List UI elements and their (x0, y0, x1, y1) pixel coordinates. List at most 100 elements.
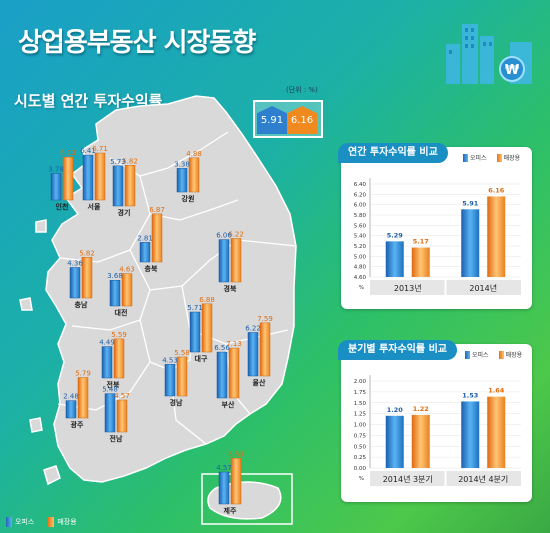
bar-retail-부산 (228, 347, 240, 399)
region-label-충남: 충남 (75, 300, 88, 309)
region-label-경기: 경기 (118, 208, 131, 217)
value-retail-2014년: 6.16 (488, 186, 505, 194)
y-unit-label: % (359, 285, 364, 291)
category-label: 2014년 (469, 283, 497, 293)
bar-retail-경북 (230, 238, 242, 283)
map-legend-office-label: 오피스 (15, 518, 35, 526)
value-retail-2013년: 5.17 (413, 238, 429, 246)
y-tick-label: 5.80 (354, 213, 367, 219)
value-retail-대전: 4.63 (119, 266, 135, 274)
region-label-전북: 전북 (107, 380, 120, 389)
bar-office-2014년 4분기 (461, 401, 480, 468)
value-retail-전북: 5.59 (111, 331, 127, 339)
value-retail-부산: 7.13 (226, 340, 242, 348)
bar-retail-충북 (151, 213, 163, 263)
bar-office-2014년 3분기 (385, 415, 404, 468)
city-buildings-icon: ₩ (446, 24, 532, 84)
value-office-2013년: 5.29 (387, 231, 404, 239)
legend-retail-swatch (498, 350, 504, 359)
unit-label: (단위 : %) (286, 86, 318, 94)
value-office-경기: 5.73 (110, 158, 126, 166)
bar-retail-충남 (81, 257, 93, 299)
y-tick-label: 0.50 (354, 444, 367, 450)
region-label-울산: 울산 (253, 378, 266, 387)
legend-retail-swatch (496, 153, 502, 162)
y-tick-label: 6.40 (354, 182, 367, 188)
quarterly-panel-title: 분기별 투자수익률 비교 (338, 340, 457, 360)
legend-office-label: 오피스 (470, 155, 487, 162)
value-office-충남: 4.36 (67, 259, 83, 267)
legend-retail-label: 매장용 (503, 155, 521, 162)
bar-office-광주 (65, 400, 77, 419)
office-swatch (6, 517, 12, 527)
legend-office-label: 오피스 (472, 352, 489, 359)
map-legend-retail: 매장용 (48, 517, 77, 527)
bar-office-전북 (101, 346, 113, 379)
value-office-경남: 4.53 (162, 356, 178, 364)
region-label-경북: 경북 (224, 284, 237, 293)
value-retail-서울: 6.71 (92, 145, 108, 153)
region-label-부산: 부산 (222, 400, 235, 409)
region-label-대구: 대구 (195, 354, 208, 363)
quarterly-bar-chart: 2.00 1.75 1.50 1.25 1.00 0.75 0.50 0.25 0.00% 1.2… (354, 375, 521, 486)
y-tick-label: 2.00 (354, 379, 367, 385)
region-label-인천: 인천 (56, 202, 69, 211)
value-retail-전남: 4.57 (114, 392, 130, 400)
value-office-강원: 3.38 (174, 160, 190, 168)
value-office-전북: 4.49 (99, 339, 115, 347)
bar-office-서울 (82, 154, 94, 201)
y-tick-label: 1.50 (354, 401, 367, 407)
bar-retail-울산 (259, 322, 271, 377)
bar-office-전남 (104, 393, 116, 433)
bar-retail-2014년 3분기 (411, 414, 430, 468)
bar-office-강원 (176, 168, 188, 193)
bar-retail-2014년 4분기 (487, 396, 506, 468)
quarterly-panel-legend: 오피스 매장용 (465, 350, 522, 359)
value-retail-충남: 5.82 (79, 249, 95, 257)
bar-retail-2013년 (411, 247, 430, 277)
bar-retail-강원 (188, 157, 200, 193)
bar-office-경북 (218, 239, 230, 283)
value-retail-경기: 5.82 (122, 157, 138, 165)
region-label-대전: 대전 (115, 308, 128, 317)
value-office-제주: 4.57 (216, 464, 232, 472)
map-subtitle: 시도별 연간 투자수익률 (14, 92, 163, 110)
bar-office-인천 (50, 173, 62, 201)
bar-retail-광주 (77, 377, 89, 419)
y-unit-label: % (359, 476, 364, 482)
value-office-전남: 5.48 (102, 386, 118, 394)
region-label-전남: 전남 (110, 434, 123, 443)
y-tick-label: 4.60 (354, 275, 367, 281)
y-tick-label: 4.80 (354, 265, 367, 271)
svg-text:₩: ₩ (505, 63, 520, 78)
annual-bar-chart: 6.40 6.20 6.00 5.80 5.60 5.40 5.20 5.00 4.80 4.60… (354, 178, 521, 295)
value-office-경북: 6.06 (216, 232, 232, 240)
category-label: 2014년 4분기 (458, 474, 508, 484)
value-retail-대구: 6.88 (199, 296, 215, 304)
value-office-충북: 2.81 (137, 234, 153, 242)
quarterly-comparison-panel: 분기별 투자수익률 비교 오피스 매장용 2.00 1.75 1.50 1.25 1.0… (338, 340, 532, 502)
bar-office-2013년 (385, 241, 404, 277)
bar-office-울산 (247, 332, 259, 377)
annual-panel-title: 연간 투자수익률 비교 (338, 143, 448, 163)
bar-office-충남 (69, 267, 81, 299)
value-retail-광주: 5.79 (75, 369, 91, 377)
annual-comparison-panel: 연간 투자수익률 비교 오피스 매장용 6.40 6.20 6.00 5.80 5.60… (338, 143, 532, 309)
page-title: 상업용부동산 시장동향 (18, 28, 256, 58)
value-retail-경남: 5.58 (174, 349, 190, 357)
value-retail-제주: 6.53 (228, 450, 244, 458)
value-office-대전: 3.68 (107, 272, 123, 280)
map-legend-retail-label: 매장용 (57, 518, 77, 526)
value-retail-울산: 7.59 (257, 315, 273, 323)
value-retail-2014년 3분기: 1.22 (413, 405, 429, 413)
bar-office-부산 (216, 351, 228, 399)
y-tick-label: 0.75 (354, 433, 367, 439)
value-retail-경북: 6.22 (228, 230, 244, 238)
value-office-광주: 2.48 (63, 393, 79, 401)
bar-retail-2014년 (487, 196, 506, 277)
value-office-대구: 5.71 (187, 304, 203, 312)
bar-retail-경남 (176, 356, 188, 397)
bar-retail-경기 (124, 165, 136, 207)
legend-retail-label: 매장용 (505, 352, 523, 359)
value-retail-2014년 4분기: 1.64 (488, 387, 505, 395)
